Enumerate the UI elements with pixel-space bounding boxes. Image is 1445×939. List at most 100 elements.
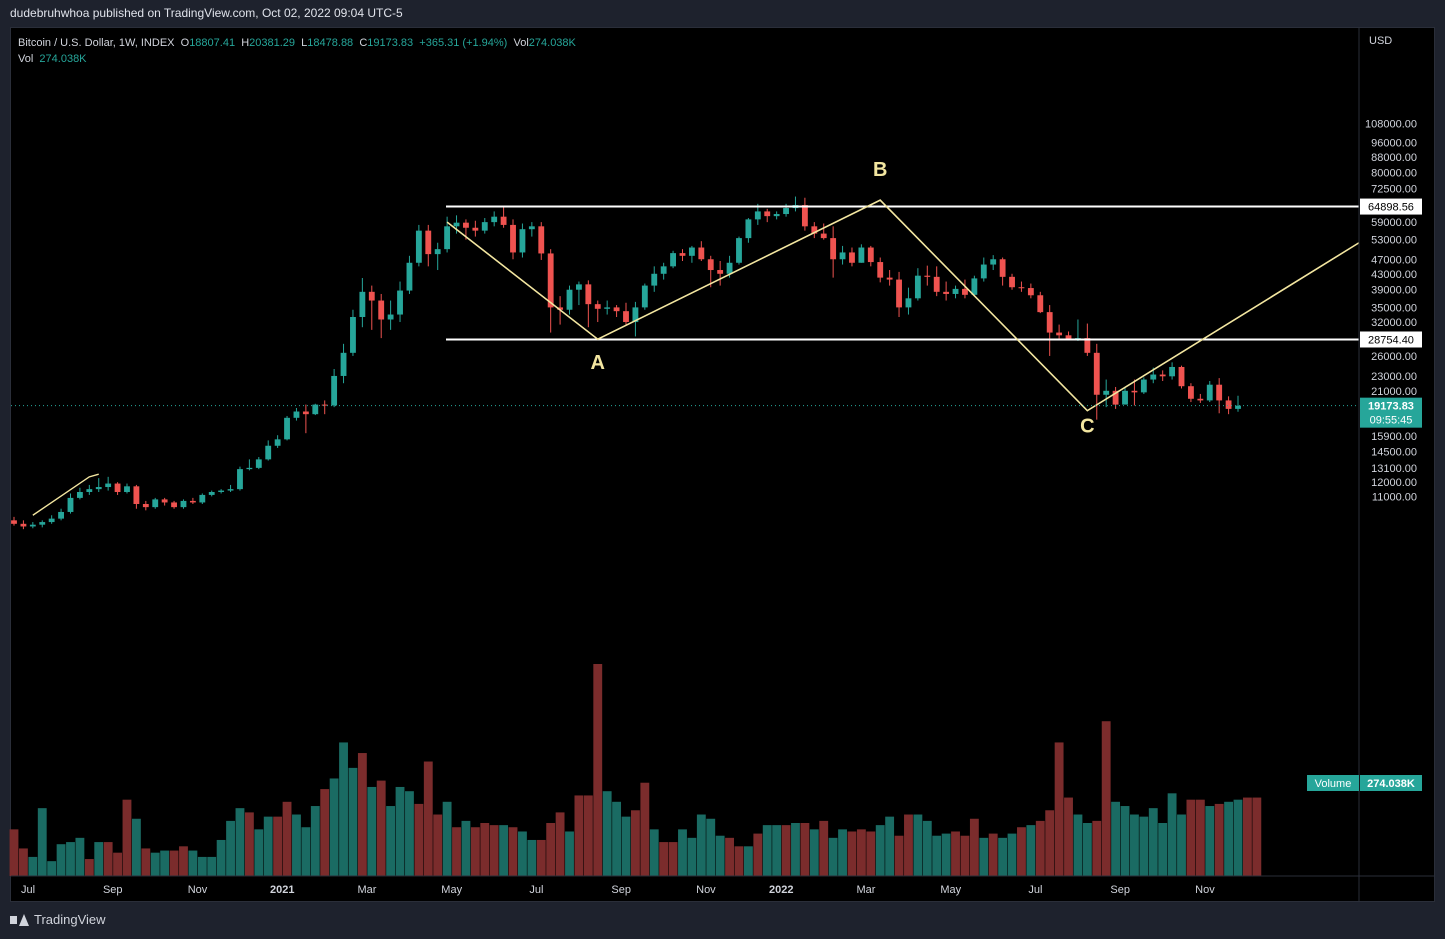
volume-bar [386, 806, 396, 876]
volume-bar [583, 795, 593, 876]
price-tick-label: 72500.00 [1371, 183, 1417, 195]
volume-bar [593, 664, 603, 876]
candle-body [1140, 379, 1147, 393]
candle-body [293, 411, 300, 418]
last-price-label: 19173.83 [1368, 401, 1414, 413]
candle-body [387, 314, 394, 320]
candle-body [359, 291, 366, 318]
volume-bar [743, 846, 753, 876]
volume-bar [395, 786, 405, 876]
ohlc-row: Bitcoin / U.S. Dollar, 1W, INDEX O18807.… [18, 35, 576, 51]
candle-body [481, 222, 488, 231]
volume-bar [988, 833, 998, 876]
volume-bar [141, 848, 151, 876]
candle-body [783, 208, 789, 215]
volume-bar [1233, 799, 1243, 876]
vol-inline-value: 274.038K [528, 37, 576, 49]
candle-body [849, 252, 855, 263]
volume-badge-label: Volume [1315, 778, 1352, 790]
candle-body [29, 524, 36, 527]
candle-body [736, 238, 742, 263]
volume-bar [800, 823, 810, 876]
volume-bar [273, 816, 283, 876]
volume-bar [150, 852, 160, 876]
candle-body [717, 270, 724, 274]
time-tick-label: Nov [188, 884, 208, 896]
volume-bar [866, 831, 876, 876]
candle-body [594, 304, 601, 309]
candle-body [1178, 366, 1185, 387]
candle-body [641, 285, 648, 308]
candle-body [1018, 287, 1025, 289]
low-value: 18478.88 [307, 37, 354, 49]
candle-body [1112, 390, 1119, 405]
candle-body [528, 226, 535, 230]
volume-bar [470, 827, 480, 876]
price-tick-label: 80000.00 [1371, 167, 1417, 179]
volume-bar [1224, 801, 1234, 876]
volume-bar [536, 839, 546, 876]
volume-bar [1177, 814, 1186, 876]
volume-bar [772, 825, 782, 876]
candle-body [688, 247, 695, 256]
volume-bar [668, 842, 678, 876]
candle-body [651, 273, 658, 286]
volume-bar [94, 842, 104, 876]
volume-bar [979, 837, 989, 876]
volume-bar [706, 818, 716, 876]
candle-body [415, 230, 422, 263]
publisher-line: dudebruhwhoa published on TradingView.co… [10, 6, 403, 20]
volume-bar [856, 829, 866, 876]
candle-body [171, 502, 177, 508]
candle-body [105, 483, 112, 488]
time-tick-label: Mar [357, 884, 376, 896]
volume-bar [254, 829, 264, 876]
candle-body [1037, 295, 1044, 313]
candle-body [39, 522, 46, 525]
volume-bar [1186, 799, 1196, 876]
candle-body [58, 511, 64, 519]
candle-body [830, 238, 837, 260]
candle-body [189, 500, 196, 503]
volume-bar [442, 801, 452, 876]
price-tick-label: 15900.00 [1371, 431, 1417, 443]
volume-bar [461, 820, 471, 876]
volume-bar [423, 761, 433, 876]
volume-bar [452, 827, 461, 876]
time-tick-label: May [441, 884, 462, 896]
candle-body [933, 276, 940, 292]
candle-body [378, 300, 385, 320]
candle-body [284, 417, 290, 440]
volume-bar [527, 839, 537, 876]
candle-body [1206, 384, 1213, 401]
volume-bar [1148, 808, 1158, 876]
candle-body [698, 247, 705, 260]
volume-bar [1167, 793, 1177, 876]
time-tick-label: Jul [529, 884, 543, 896]
chart-frame[interactable] [10, 27, 1435, 902]
close-label: C [359, 37, 368, 49]
volume-bar [28, 856, 38, 876]
volume-bar [367, 786, 377, 876]
volume-bar [640, 782, 650, 876]
volume-bar [998, 837, 1008, 876]
candle-body [1225, 400, 1232, 409]
candle-body [990, 259, 997, 265]
price-tick-label: 26000.00 [1371, 351, 1417, 363]
candle-body [500, 216, 507, 225]
candle-body [576, 284, 582, 290]
candle-body [434, 249, 441, 255]
candle-body [368, 291, 375, 301]
volume-bar [188, 850, 198, 876]
candle-body [980, 264, 987, 279]
volume-bar [282, 801, 292, 876]
candle-body [142, 503, 149, 508]
volume-bar [894, 835, 904, 876]
candle-body [670, 253, 676, 267]
volume-bar [885, 816, 895, 876]
volume-bar [226, 820, 235, 876]
volume-bar [1158, 823, 1168, 876]
candle-body [312, 404, 319, 415]
symbol-name: Bitcoin / U.S. Dollar, 1W, INDEX [18, 37, 175, 49]
